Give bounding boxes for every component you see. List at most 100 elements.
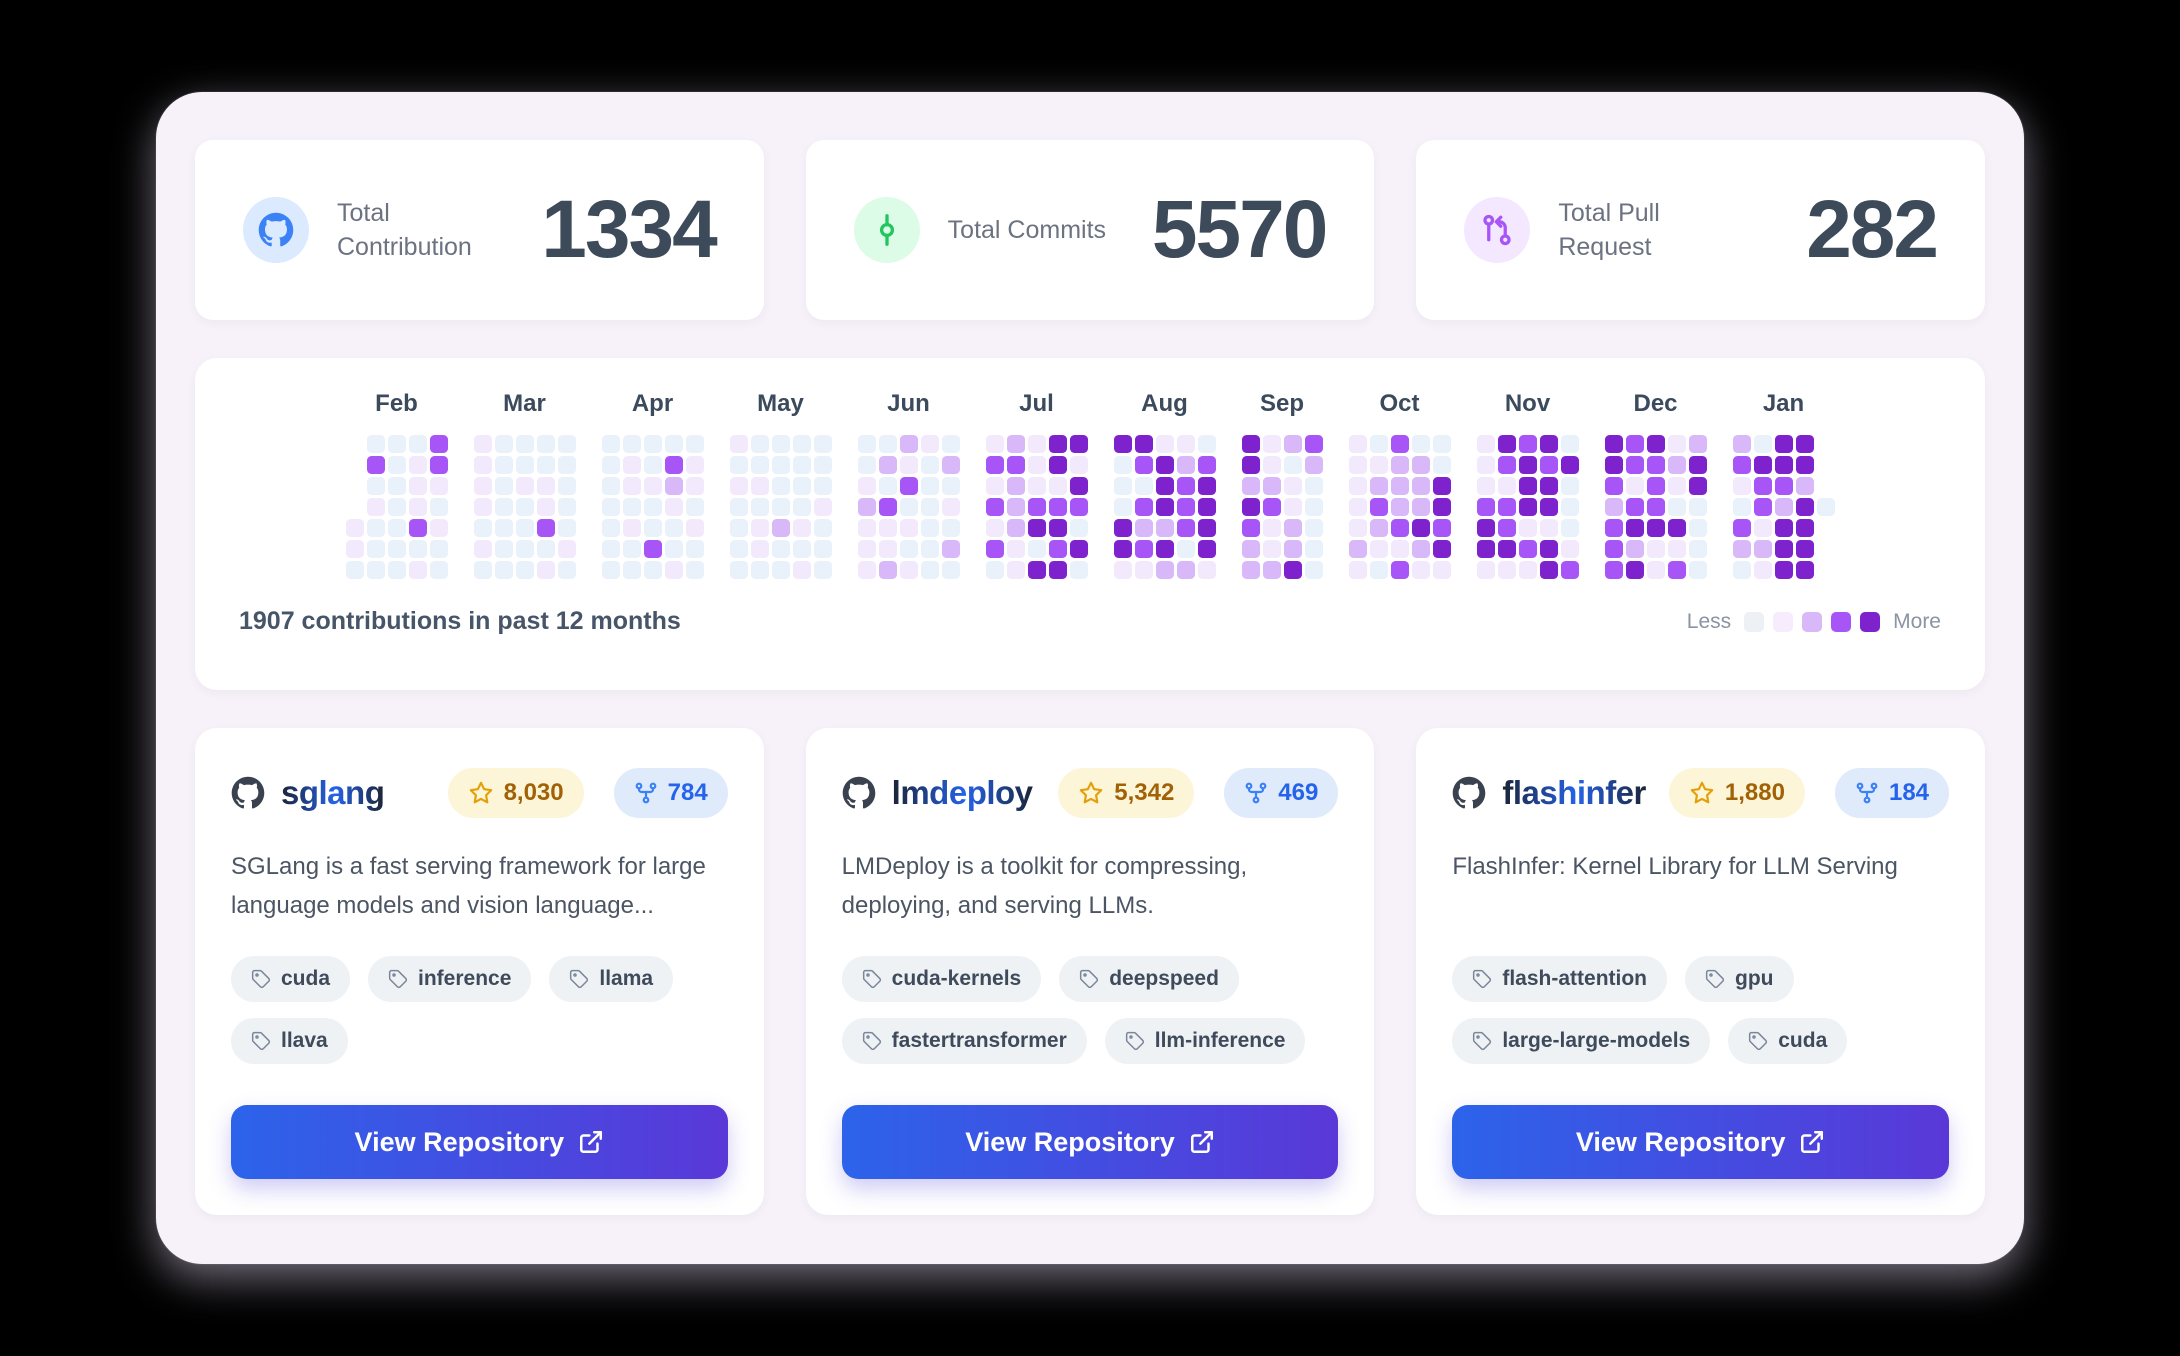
heatmap-cell [1667,435,1686,453]
heatmap-month-mar: Mar [473,390,576,579]
heatmap-cell [1625,498,1644,516]
heatmap-cell [1027,456,1046,474]
repo-name: lmdeploy [891,774,1033,811]
heatmap-cell [557,498,576,516]
heatmap-month-may: May [729,390,832,579]
heatmap-cell [1604,435,1623,453]
view-repository-label: View Repository [354,1126,565,1157]
forks-count: 469 [1278,779,1319,806]
view-repository-button[interactable]: View Repository [841,1105,1339,1179]
view-repository-button[interactable]: View Repository [1452,1105,1950,1179]
heatmap-cell [1518,477,1537,495]
heatmap-cell [920,456,939,474]
heatmap-cell [345,561,364,579]
heatmap-cell [1197,498,1216,516]
heatmap-cell [1155,477,1174,495]
heatmap-cell [1113,477,1132,495]
heatmap-cell [1241,477,1260,495]
heatmap-cell [1539,561,1558,579]
heatmap-cell [366,435,385,453]
heatmap-cell [601,477,620,495]
heatmap-cell [536,435,555,453]
heatmap-cell [622,435,641,453]
month-grid [473,435,576,579]
heatmap-cell [941,561,960,579]
tag-icon [1125,1031,1145,1051]
stat-card-3: Total Pull Request 282 [1416,140,1986,320]
git-commit-icon-circle [853,197,920,263]
heatmap-cell [1411,498,1430,516]
heatmap-cell [878,456,897,474]
heatmap-cell [1134,435,1153,453]
stat-label: Total Commits [947,215,1107,244]
heatmap-cell [899,477,918,495]
heatmap-cell [664,477,683,495]
heatmap-cell [1646,519,1665,537]
tag-llm-inference: llm-inference [1104,1018,1306,1064]
month-grid [1476,435,1579,579]
heatmap-cell [941,435,960,453]
heatmap-cell [429,498,448,516]
heatmap-cell [1134,519,1153,537]
heatmap-cell [792,540,811,558]
heatmap-cell [920,540,939,558]
heatmap-cell [536,498,555,516]
heatmap-months: Feb Mar Apr May Jun Jul Aug Sep Oct Nov Dec Jan [239,390,1941,579]
heatmap-cell [1304,477,1323,495]
heatmap-cell [1774,435,1793,453]
heatmap-cell [536,456,555,474]
tag-label: cuda [1778,1029,1828,1052]
heatmap-cell [1006,435,1025,453]
heatmap-cell [899,519,918,537]
heatmap-cell [1411,540,1430,558]
heatmap-cell [473,519,492,537]
heatmap-cell [1283,435,1302,453]
heatmap-cell [1134,498,1153,516]
heatmap-cell [878,561,897,579]
heatmap-cell [494,477,513,495]
tag-fastertransformer: fastertransformer [841,1018,1087,1064]
stars-badge: 5,342 [1058,768,1195,818]
heatmap-cell [643,540,662,558]
heatmap-cell [408,435,427,453]
heatmap-cell [729,561,748,579]
heatmap-cell [685,561,704,579]
month-label: Jul [1019,390,1054,417]
heatmap-cell [557,519,576,537]
heatmap-cell [792,498,811,516]
heatmap-cell [813,477,832,495]
stars-count: 5,342 [1114,779,1175,806]
heatmap-cell [1795,435,1814,453]
heatmap-cell [601,561,620,579]
heatmap-cell [643,519,662,537]
heatmap-cell [1369,498,1388,516]
heatmap-cell [366,456,385,474]
heatmap-cell [1176,540,1195,558]
view-repository-button[interactable]: View Repository [231,1105,728,1179]
heatmap-cell [1753,435,1772,453]
heatmap-cell [1411,519,1430,537]
heatmap-cell [1774,540,1793,558]
heatmap-cell [1197,435,1216,453]
heatmap-cell [1753,498,1772,516]
heatmap-cell [643,456,662,474]
heatmap-cell [792,477,811,495]
heatmap-cell [1348,561,1367,579]
heatmap-cell [1304,498,1323,516]
heatmap-cell [1283,498,1302,516]
heatmap-cell [1732,498,1751,516]
pull-request-icon-circle [1464,197,1531,263]
heatmap-cell [387,561,406,579]
heatmap-cell [366,561,385,579]
pull-request-icon [1479,212,1515,248]
heatmap-cell [1348,477,1367,495]
heatmap-cell [1646,561,1665,579]
heatmap-cell [857,435,876,453]
heatmap-cell [813,435,832,453]
heatmap-cell [473,498,492,516]
heatmap-cell [366,540,385,558]
heatmap-cell [1667,540,1686,558]
heatmap-cell [857,477,876,495]
heatmap-cell [771,456,790,474]
heatmap-cell [473,540,492,558]
